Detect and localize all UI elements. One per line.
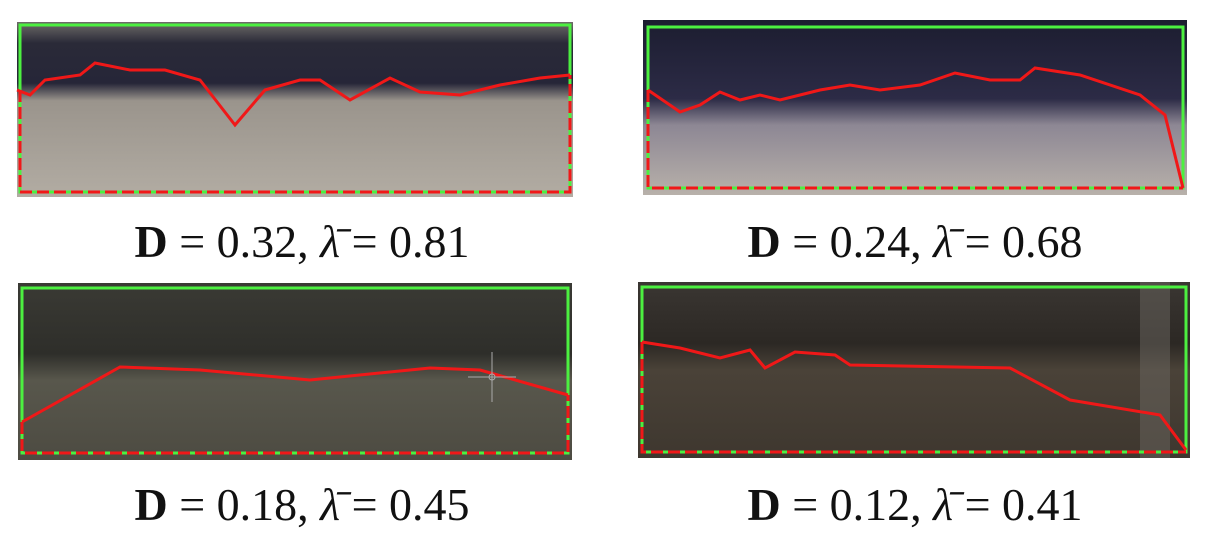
photo-3 (18, 283, 572, 460)
d-value: = 0.24, (780, 216, 934, 267)
d-symbol: D (134, 479, 168, 530)
d-symbol: D (134, 216, 168, 267)
caption-2: D = 0.24, λ̄ = 0.68 (613, 215, 1208, 268)
d-value: = 0.12, (780, 479, 934, 530)
d-symbol: D (747, 216, 781, 267)
d-value: = 0.32, (167, 216, 321, 267)
caption-1: D = 0.32, λ̄ = 0.81 (0, 215, 604, 268)
lambda-symbol: λ̄ (933, 216, 954, 267)
lambda-value: = 0.68 (953, 216, 1083, 267)
lambda-value: = 0.41 (953, 479, 1083, 530)
photo-2 (643, 20, 1187, 195)
d-value: = 0.18, (167, 479, 321, 530)
lambda-value: = 0.81 (340, 216, 470, 267)
caption-3: D = 0.18, λ̄ = 0.45 (0, 478, 604, 531)
caption-4: D = 0.12, λ̄ = 0.41 (613, 478, 1208, 531)
photo-4 (638, 282, 1190, 458)
d-symbol: D (747, 479, 781, 530)
lambda-symbol: λ̄ (933, 479, 954, 530)
lambda-value: = 0.45 (340, 479, 470, 530)
photo-1 (16, 22, 573, 197)
lambda-symbol: λ̄ (320, 216, 341, 267)
lambda-symbol: λ̄ (320, 479, 341, 530)
